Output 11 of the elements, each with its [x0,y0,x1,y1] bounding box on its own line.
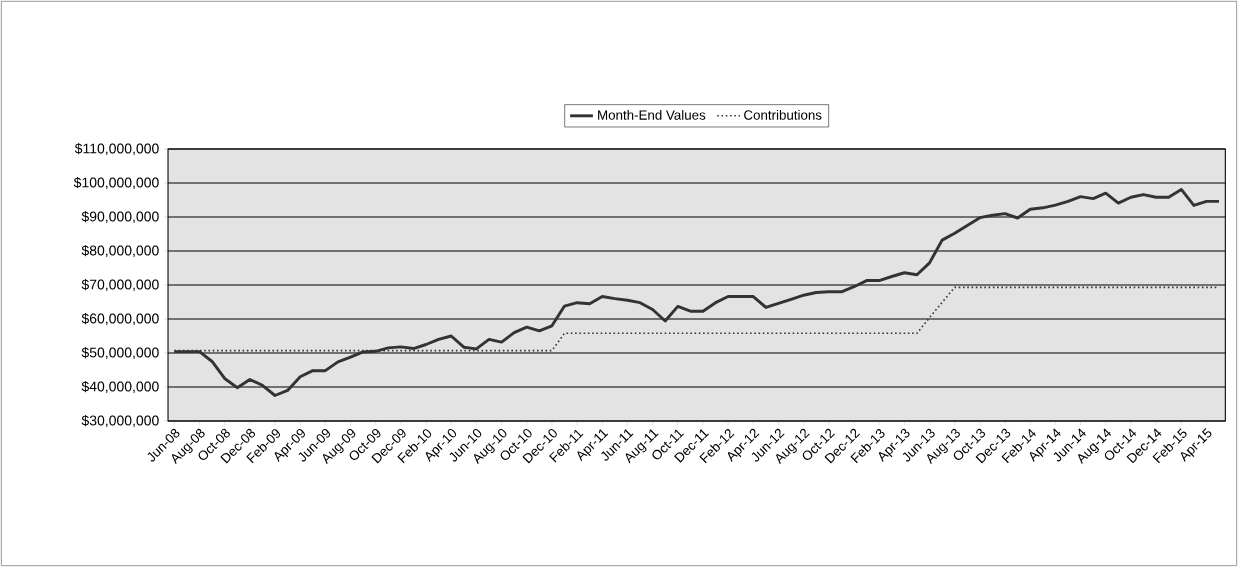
legend-label: Contributions [744,109,822,120]
y-tick-label: $40,000,000 [81,380,159,394]
y-tick-label: $30,000,000 [81,414,159,428]
y-tick-label: $110,000,000 [74,142,159,156]
y-tick-label: $50,000,000 [81,346,159,360]
legend-label: Month-End Values [598,109,706,120]
y-tick-label: $100,000,000 [73,176,159,190]
y-tick-label: $90,000,000 [81,210,159,224]
y-tick-label: $80,000,000 [81,244,159,258]
y-tick-label: $70,000,000 [81,278,159,292]
y-tick-label: $60,000,000 [81,312,159,326]
